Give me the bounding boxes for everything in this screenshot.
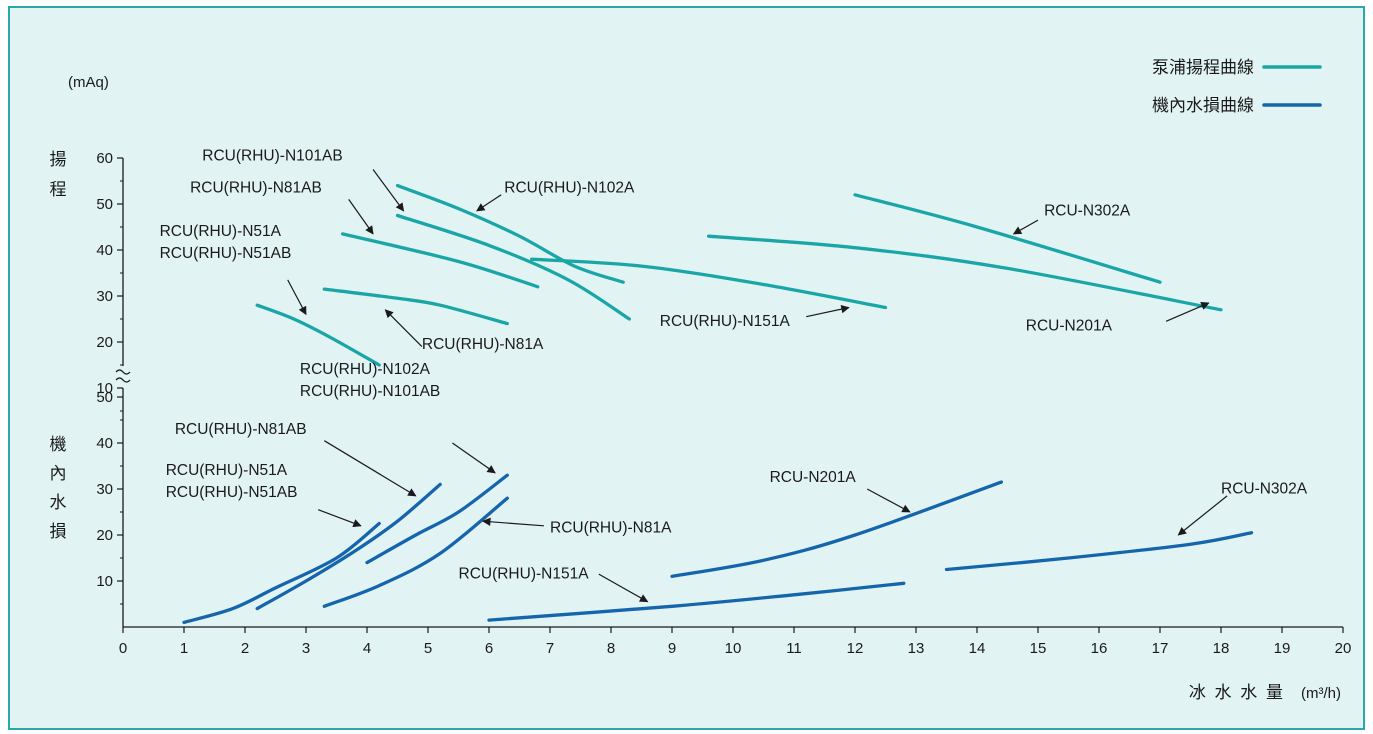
y-tick-label: 40	[96, 242, 113, 259]
x-tick-label: 3	[302, 640, 310, 657]
x-tick-label: 7	[546, 640, 554, 657]
x-axis-unit: (m³/h)	[1301, 685, 1341, 702]
water-loss-curve	[944, 531, 1254, 572]
pump-head-curve	[340, 232, 540, 289]
curve-label-arrow	[323, 440, 417, 497]
y-tick-label: 60	[96, 150, 113, 167]
x-tick-label: 14	[969, 640, 986, 657]
x-tick-label: 15	[1030, 640, 1047, 657]
x-tick-label: 10	[725, 640, 742, 657]
curve-label: RCU(RHU)-N102A	[504, 180, 635, 197]
legend-label: 機內水損曲線	[1152, 96, 1254, 115]
curve-label: RCU(RHU)-N81A	[550, 520, 672, 537]
x-tick-label: 9	[668, 640, 676, 657]
curve-label-arrow	[287, 279, 307, 316]
curve-label-arrow	[372, 169, 405, 212]
x-tick-label: 12	[847, 640, 864, 657]
y-axis-unit: (mAq)	[68, 74, 109, 91]
curve-label-arrow	[482, 517, 544, 527]
x-tick-label: 19	[1274, 640, 1291, 657]
y-label-head-char: 程	[50, 180, 67, 199]
annotations: RCU(RHU)-N51A RCU(RHU)-N51AB RCU(RHU)-N81A…	[160, 147, 1308, 603]
curve-label: RCU(RHU)-N81A	[422, 336, 544, 353]
y-label-loss-char: 損	[50, 522, 67, 541]
curve-label: RCU(RHU)-N151A	[459, 566, 590, 583]
curve-label: RCU-N201A	[770, 469, 857, 486]
pump-head-curve	[706, 234, 1223, 312]
axes: 0 1 2 3 4 5 6 7 8 9 10 11 12 13 14 15 16 17 18 19 20冰 水 水 量(…	[50, 74, 1352, 702]
y-label-loss-char: 水	[50, 493, 67, 512]
curve-label: RCU-N302A	[1221, 481, 1308, 498]
y-tick-label: 30	[96, 288, 113, 305]
water-loss-curve	[487, 581, 906, 622]
y-label-loss-char: 內	[50, 464, 67, 483]
x-tick-label: 17	[1152, 640, 1169, 657]
curve-label-arrow	[452, 442, 496, 474]
x-axis-title: 冰 水 水 量	[1189, 683, 1285, 702]
y-label-loss-char: 機	[50, 435, 67, 454]
x-tick-label: 18	[1213, 640, 1230, 657]
curve-label: RCU-N302A	[1044, 203, 1131, 220]
y-tick-label: 20	[96, 527, 113, 544]
y-tick-label: 10	[96, 380, 113, 397]
x-tick-label: 1	[180, 640, 188, 657]
curve-label-arrow	[317, 509, 362, 528]
y-tick-label: 50	[96, 196, 113, 213]
curve-label-arrow	[598, 573, 649, 603]
x-tick-label: 13	[908, 640, 925, 657]
curve-label-arrow	[384, 309, 423, 348]
water-loss-curve	[182, 521, 381, 625]
x-tick-label: 20	[1335, 640, 1352, 657]
y-tick-label: 30	[96, 481, 113, 498]
curve-label: RCU(RHU)-N81AB	[175, 421, 307, 438]
curve-label-arrow	[806, 304, 850, 318]
pump-head-curve	[395, 183, 625, 284]
y-tick-label: 50	[96, 389, 113, 406]
x-tick-label: 16	[1091, 640, 1108, 657]
pump-head-curve	[853, 193, 1162, 284]
curve-label-arrow	[476, 194, 502, 212]
water-loss-curve	[670, 480, 1004, 579]
water-loss-curve	[365, 473, 509, 565]
pump-head-curve	[322, 287, 509, 326]
curve-label: RCU(RHU)-N101AB	[300, 383, 440, 400]
curve-label-arrow	[1165, 302, 1210, 322]
curve-label: RCU(RHU)-N51A	[160, 223, 282, 240]
curve-label-arrow	[348, 199, 374, 235]
chart-frame: 泵浦揚程曲線 機內水損曲線 0 1 2 3 4 5 6 7 8 9 10 11 12 13 14 15 16 17 1…	[8, 6, 1365, 730]
axis-break-mark	[115, 369, 131, 383]
curves	[182, 183, 1254, 625]
curve-label: RCU-N201A	[1026, 318, 1113, 335]
curve-label: RCU(RHU)-N151A	[660, 313, 791, 330]
curve-label-arrow	[866, 488, 911, 513]
x-tick-label: 8	[607, 640, 615, 657]
water-loss-curve	[322, 496, 509, 608]
curve-label: RCU(RHU)-N51AB	[160, 245, 292, 262]
x-tick-label: 2	[241, 640, 249, 657]
x-tick-label: 11	[786, 640, 802, 657]
water-loss-curve	[255, 482, 442, 611]
x-tick-label: 4	[363, 640, 371, 657]
pump-head-curve	[530, 257, 888, 310]
y-tick-label: 10	[96, 573, 113, 590]
x-tick-label: 0	[119, 640, 127, 657]
pump-head-curve	[255, 303, 381, 367]
curve-label-arrow	[1177, 495, 1228, 536]
curve-label: RCU(RHU)-N51A	[166, 462, 288, 479]
curve-label-arrow	[1012, 219, 1039, 235]
y-tick-label: 20	[96, 334, 113, 351]
curve-label: RCU(RHU)-N102A	[300, 361, 431, 378]
curve-label: RCU(RHU)-N51AB	[166, 484, 298, 501]
x-tick-label: 6	[485, 640, 493, 657]
legend-label: 泵浦揚程曲線	[1152, 58, 1254, 77]
y-tick-label: 40	[96, 435, 113, 452]
y-label-head-char: 揚	[50, 150, 67, 169]
curve-label: RCU(RHU)-N81AB	[190, 180, 322, 197]
curve-label: RCU(RHU)-N101AB	[202, 147, 342, 164]
pump-head-curve	[395, 213, 631, 321]
x-tick-label: 5	[424, 640, 432, 657]
